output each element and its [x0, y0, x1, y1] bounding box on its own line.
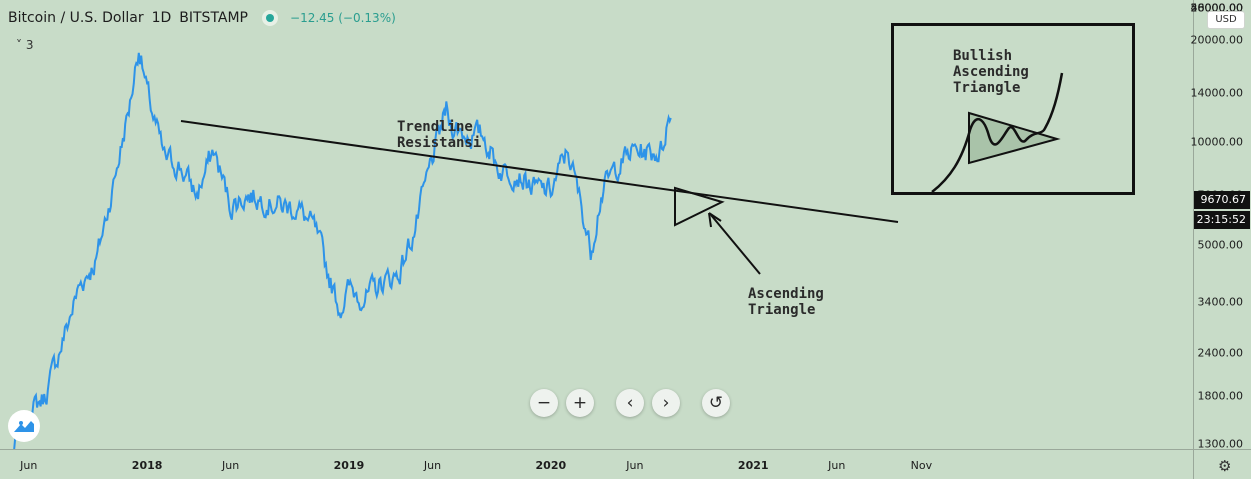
ascending-triangle-drawing[interactable]	[674, 186, 725, 227]
axis-corner	[1193, 449, 1251, 479]
zoom-out-button[interactable]: −	[530, 389, 558, 417]
time-tick-label: Nov	[910, 459, 933, 472]
chevron-down-icon: ˅	[16, 38, 22, 52]
price-tick-label: 14000.00	[1190, 86, 1244, 100]
price-tick-label: 5000.00	[1197, 238, 1244, 252]
symbol-legend: Bitcoin / U.S. Dollar 1D BITSTAMP −12.45…	[8, 10, 396, 26]
gear-icon[interactable]: ⚙	[1218, 457, 1232, 475]
scroll-right-button[interactable]: ›	[652, 389, 680, 417]
exchange-label: BITSTAMP	[179, 10, 249, 26]
inset-price-curve[interactable]	[931, 72, 1064, 193]
pattern-illustration-box	[891, 23, 1135, 195]
arrow-head-drawing[interactable]	[708, 212, 722, 228]
timeframe-label[interactable]: 1D	[151, 10, 172, 26]
brand-logo-icon[interactable]	[8, 410, 40, 442]
time-axis[interactable]	[0, 449, 1193, 479]
inset-triangle-shape[interactable]	[968, 111, 1061, 165]
time-tick-label: Jun	[423, 459, 442, 472]
last-price-label: 9670.67	[1194, 191, 1250, 209]
price-tick-label: 1800.00	[1197, 389, 1244, 403]
time-tick-label: Jun	[20, 459, 38, 472]
time-tick-label: 2021	[737, 459, 769, 472]
trendline-annotation: Trendline Resistansi	[397, 119, 482, 151]
market-status-icon	[262, 10, 279, 26]
price-tick-label: 2400.00	[1197, 346, 1244, 360]
inset-annotation: Bullish Ascending Triangle	[953, 48, 1029, 96]
price-tick-label: 20000.00	[1190, 33, 1244, 47]
arrow-line-drawing[interactable]	[710, 214, 761, 275]
time-tick-label: Jun	[828, 459, 846, 472]
time-tick-label: 2018	[131, 459, 163, 472]
scroll-left-button[interactable]: ‹	[616, 389, 644, 417]
triangle-annotation: Ascending Triangle	[748, 286, 824, 318]
price-tick-label: 3400.00	[1197, 295, 1244, 309]
time-tick-label: 2019	[333, 459, 365, 472]
price-line	[13, 52, 672, 449]
price-tick-label: 10000.00	[1190, 135, 1244, 149]
time-tick-label: 2020	[535, 459, 567, 472]
trendline-drawing[interactable]	[180, 120, 899, 223]
price-tick-label: 1300.00	[1197, 437, 1244, 451]
price-change: −12.45 (−0.13%)	[290, 11, 396, 25]
indicators-toggle[interactable]: ˅ 3	[16, 38, 33, 52]
bar-countdown-label: 23:15:52	[1194, 211, 1250, 229]
time-tick-label: Jun	[222, 459, 240, 472]
symbol-name[interactable]: Bitcoin / U.S. Dollar	[8, 10, 144, 26]
currency-badge[interactable]: USD	[1207, 11, 1245, 29]
zoom-in-button[interactable]: +	[566, 389, 594, 417]
chart-canvas[interactable]	[0, 0, 1193, 449]
indicators-count: 3	[25, 38, 34, 52]
time-tick-label: Jun	[626, 459, 644, 472]
reset-chart-button[interactable]: ↺	[702, 389, 730, 417]
